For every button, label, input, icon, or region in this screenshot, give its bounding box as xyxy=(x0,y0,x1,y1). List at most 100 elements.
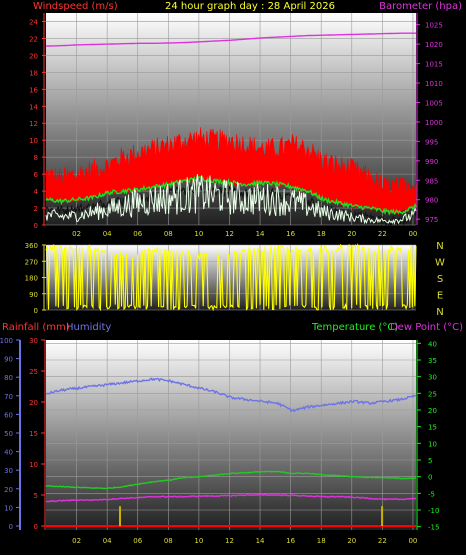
direction-tick-label: 270 xyxy=(25,258,38,266)
temp-tick-label: 5 xyxy=(428,457,432,465)
rain-tick-label: 5 xyxy=(34,492,38,500)
wind-x-tick-label: 08 xyxy=(164,230,173,238)
wind-x-tick-label: 20 xyxy=(347,230,356,238)
baro-tick-label: 1020 xyxy=(425,41,443,49)
temp-tick-label: 15 xyxy=(428,424,437,432)
baro-tick-label: 1025 xyxy=(425,22,443,30)
temp-x-tick-label: 20 xyxy=(347,537,356,545)
wind-x-tick-label: 10 xyxy=(194,230,203,238)
humidity-tick-label: 100 xyxy=(0,337,13,345)
baro-tick-label: 1010 xyxy=(425,80,443,88)
temp-x-tick-label: 00 xyxy=(408,537,417,545)
wind-tick-label: 14 xyxy=(29,103,38,111)
wind-tick-label: 2 xyxy=(34,205,38,213)
direction-tick-label: 90 xyxy=(29,291,38,299)
wind-x-tick-label: 14 xyxy=(256,230,265,238)
temp-tick-label: -15 xyxy=(428,524,439,532)
temp-tick-label: 40 xyxy=(428,340,437,348)
temp-tick-label: 25 xyxy=(428,390,437,398)
wind-tick-label: 8 xyxy=(34,154,38,162)
direction-tick-label: 360 xyxy=(25,242,38,250)
barometer-axis-title: Barometer (hpa) xyxy=(379,1,462,12)
humidity-tick-label: 0 xyxy=(9,523,13,531)
wind-tick-label: 6 xyxy=(34,171,39,179)
temp-tick-label: 30 xyxy=(428,374,437,382)
humidity-tick-label: 30 xyxy=(4,467,13,475)
humidity-tick-label: 80 xyxy=(4,374,13,382)
humidity-axis-title: Humidity xyxy=(66,322,111,333)
baro-tick-label: 1000 xyxy=(425,119,443,127)
temp-tick-label: 0 xyxy=(428,474,432,482)
humidity-line xyxy=(45,377,417,413)
temp-tick-label: 20 xyxy=(428,407,437,415)
wind-x-tick-label: 22 xyxy=(378,230,387,238)
compass-letter: N xyxy=(436,307,443,318)
rain-tick-label: 0 xyxy=(34,523,38,531)
rain-tick-label: 25 xyxy=(29,368,38,376)
dewpoint-line xyxy=(45,493,417,503)
barometer-line xyxy=(45,32,416,47)
temp-tick-label: 10 xyxy=(428,440,437,448)
humidity-tick-label: 20 xyxy=(4,486,13,494)
temp-x-tick-label: 10 xyxy=(194,537,203,545)
dewpoint-axis-title: Dew Point (°C) xyxy=(390,322,463,333)
temp-x-tick-label: 02 xyxy=(72,537,81,545)
rain-tick-label: 20 xyxy=(29,399,38,407)
temperature-line xyxy=(45,470,417,490)
wind-tick-label: 0 xyxy=(34,222,38,230)
temp-tick-label: -10 xyxy=(428,507,439,515)
temp-x-tick-label: 14 xyxy=(256,537,265,545)
baro-tick-label: 980 xyxy=(425,197,438,205)
temp-x-tick-label: 04 xyxy=(103,537,112,545)
baro-tick-label: 990 xyxy=(425,158,438,166)
wind-x-tick-label: 18 xyxy=(317,230,326,238)
compass-letter: W xyxy=(435,258,445,269)
rain-tick-label: 10 xyxy=(29,461,38,469)
baro-tick-label: 1015 xyxy=(425,61,443,69)
humidity-tick-label: 60 xyxy=(4,411,13,419)
wind-x-tick-label: 02 xyxy=(72,230,81,238)
humidity-tick-label: 90 xyxy=(4,356,13,364)
baro-tick-label: 975 xyxy=(425,216,438,224)
temp-x-tick-label: 18 xyxy=(317,537,326,545)
temperature-axis-title: Temperature (°C) xyxy=(311,322,398,333)
baro-tick-label: 995 xyxy=(425,138,438,146)
wind-gust-band xyxy=(45,127,417,216)
humidity-tick-label: 70 xyxy=(4,393,13,401)
humidity-tick-label: 40 xyxy=(4,449,13,457)
humidity-tick-label: 50 xyxy=(4,430,13,438)
baro-tick-label: 985 xyxy=(425,177,438,185)
temp-tick-label: 35 xyxy=(428,357,437,365)
direction-tick-label: 0 xyxy=(34,307,38,315)
wind-tick-label: 10 xyxy=(29,137,38,145)
temp-tick-label: -5 xyxy=(428,490,435,498)
compass-letter: S xyxy=(437,274,443,285)
temp-x-tick-label: 12 xyxy=(225,537,234,545)
wind-tick-label: 24 xyxy=(29,18,38,26)
wind-average-line xyxy=(45,174,417,225)
wind-tick-label: 22 xyxy=(29,35,38,43)
rainfall-axis-title: Rainfall (mm) xyxy=(2,322,70,333)
wind-x-tick-label: 04 xyxy=(103,230,112,238)
temp-x-tick-label: 22 xyxy=(378,537,387,545)
wind-x-tick-label: 16 xyxy=(286,230,295,238)
wind-tick-label: 4 xyxy=(34,188,39,196)
rain-tick-label: 30 xyxy=(29,337,38,345)
temperature-plot-area xyxy=(46,340,416,530)
humidity-tick-label: 10 xyxy=(4,504,13,512)
wind-tick-label: 12 xyxy=(29,120,38,128)
wind-x-tick-label: 06 xyxy=(133,230,142,238)
compass-letter: E xyxy=(437,291,443,302)
wind-tick-label: 18 xyxy=(29,69,38,77)
temp-x-tick-label: 08 xyxy=(164,537,173,545)
compass-letter: N xyxy=(436,241,443,252)
windspeed-axis-title: Windspeed (m/s) xyxy=(33,1,118,12)
baro-tick-label: 1005 xyxy=(425,99,443,107)
wind-x-tick-label: 00 xyxy=(408,230,417,238)
temp-x-tick-label: 16 xyxy=(286,537,295,545)
wind-tick-label: 16 xyxy=(29,86,38,94)
direction-tick-label: 180 xyxy=(25,275,38,283)
rain-tick-label: 15 xyxy=(29,430,38,438)
wind-x-tick-label: 12 xyxy=(225,230,234,238)
